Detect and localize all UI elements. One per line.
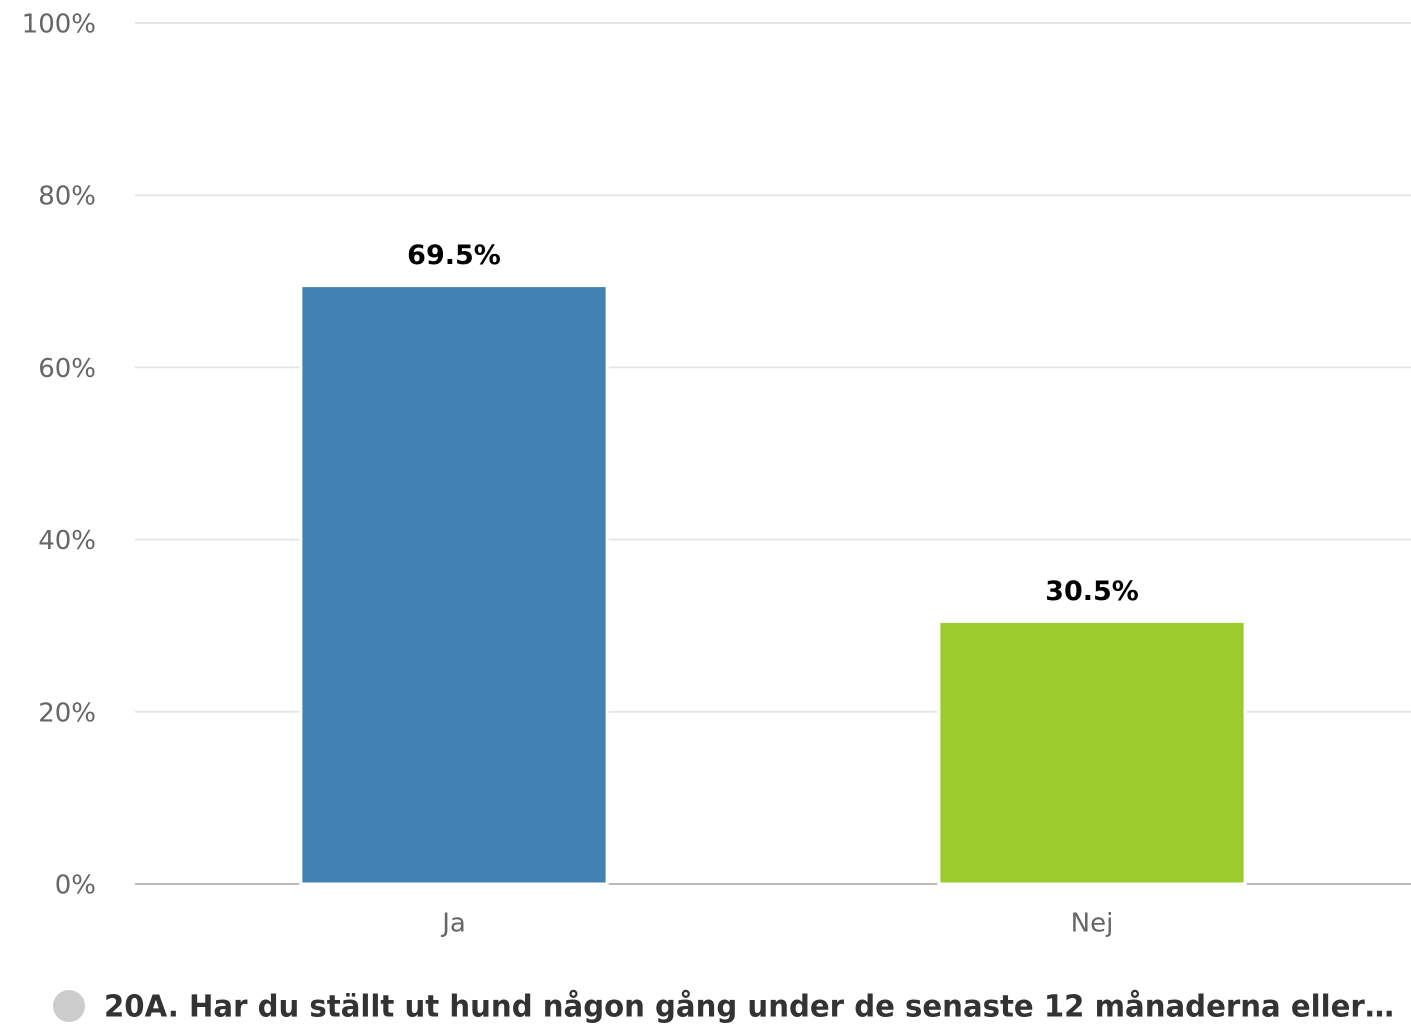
bar (937, 619, 1247, 886)
legend-marker (53, 990, 85, 1022)
y-tick-label: 100% (22, 10, 96, 40)
y-tick-label: 0% (55, 871, 96, 901)
x-tick-label: Ja (440, 909, 466, 939)
y-tick-label: 40% (38, 526, 96, 556)
y-tick-label: 80% (38, 182, 96, 212)
y-tick-label: 60% (38, 354, 96, 384)
legend-label: 20A. Har du ställt ut hund någon gång un… (104, 989, 1394, 1025)
x-tick-label: Nej (1071, 909, 1114, 939)
bar (299, 284, 609, 886)
y-tick-label: 20% (38, 698, 96, 728)
data-label: 30.5% (1045, 576, 1139, 607)
data-label: 69.5% (407, 240, 501, 271)
